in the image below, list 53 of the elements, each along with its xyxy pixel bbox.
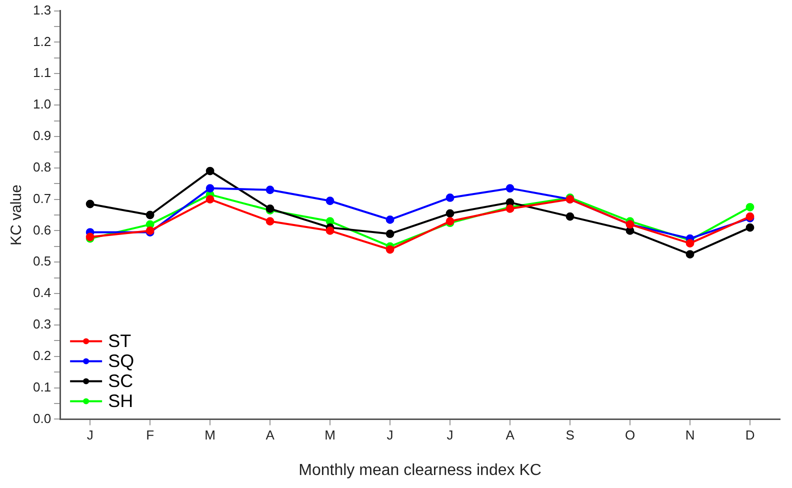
x-tick-label: J bbox=[86, 428, 94, 443]
point bbox=[506, 184, 514, 192]
point bbox=[386, 245, 394, 254]
point bbox=[326, 226, 334, 235]
y-tick-label: 0.2 bbox=[32, 348, 52, 363]
x-tick-label: M bbox=[324, 428, 336, 443]
legend-label: SC bbox=[108, 371, 134, 392]
x-tick-label: A bbox=[266, 428, 275, 443]
y-tick-label: 1.3 bbox=[32, 2, 52, 18]
x-tick-label: A bbox=[506, 428, 515, 443]
point bbox=[686, 239, 694, 248]
point bbox=[566, 212, 574, 221]
point bbox=[146, 210, 154, 220]
y-tick-label: 0.7 bbox=[32, 190, 52, 206]
point bbox=[746, 202, 754, 212]
point bbox=[206, 166, 214, 176]
y-tick-label: 0.0 bbox=[32, 410, 52, 426]
y-tick-label: 0.9 bbox=[32, 128, 52, 144]
y-tick-label: 0.5 bbox=[32, 254, 52, 269]
x-tick-label: J bbox=[386, 428, 394, 443]
y-tick-label: 0.4 bbox=[32, 285, 52, 300]
x-tick-label: D bbox=[745, 428, 755, 443]
y-tick-label: 0.1 bbox=[32, 379, 52, 394]
x-tick-label: J bbox=[446, 428, 454, 443]
legend-label: ST bbox=[108, 331, 132, 352]
legend-label: SH bbox=[108, 391, 134, 412]
point bbox=[446, 209, 454, 218]
x-tick-label: S bbox=[566, 428, 575, 443]
x-tick-label: O bbox=[624, 428, 636, 443]
x-axis-title: Monthly mean clearness index KC bbox=[298, 462, 542, 479]
y-axis-title: KC value bbox=[8, 184, 26, 246]
point bbox=[266, 186, 274, 194]
y-tick-label: 1.2 bbox=[32, 34, 52, 49]
legend-label: SQ bbox=[108, 351, 134, 372]
y-tick-label: 0.6 bbox=[32, 222, 52, 238]
point bbox=[326, 196, 334, 206]
point bbox=[746, 223, 754, 232]
point bbox=[386, 216, 394, 224]
point bbox=[386, 230, 394, 238]
y-tick-label: 1.0 bbox=[32, 96, 52, 112]
x-tick-label: N bbox=[685, 428, 695, 443]
point bbox=[446, 194, 454, 202]
point bbox=[686, 250, 694, 258]
x-tick-label: F bbox=[146, 428, 154, 443]
point bbox=[206, 184, 214, 192]
y-tick-label: 0.3 bbox=[32, 316, 52, 332]
y-tick-label: 1.1 bbox=[32, 65, 52, 80]
x-tick-label: M bbox=[204, 428, 216, 443]
point bbox=[626, 226, 634, 235]
point bbox=[266, 217, 274, 226]
point bbox=[86, 200, 94, 208]
point bbox=[206, 195, 214, 204]
y-tick-label: 0.8 bbox=[32, 159, 52, 174]
